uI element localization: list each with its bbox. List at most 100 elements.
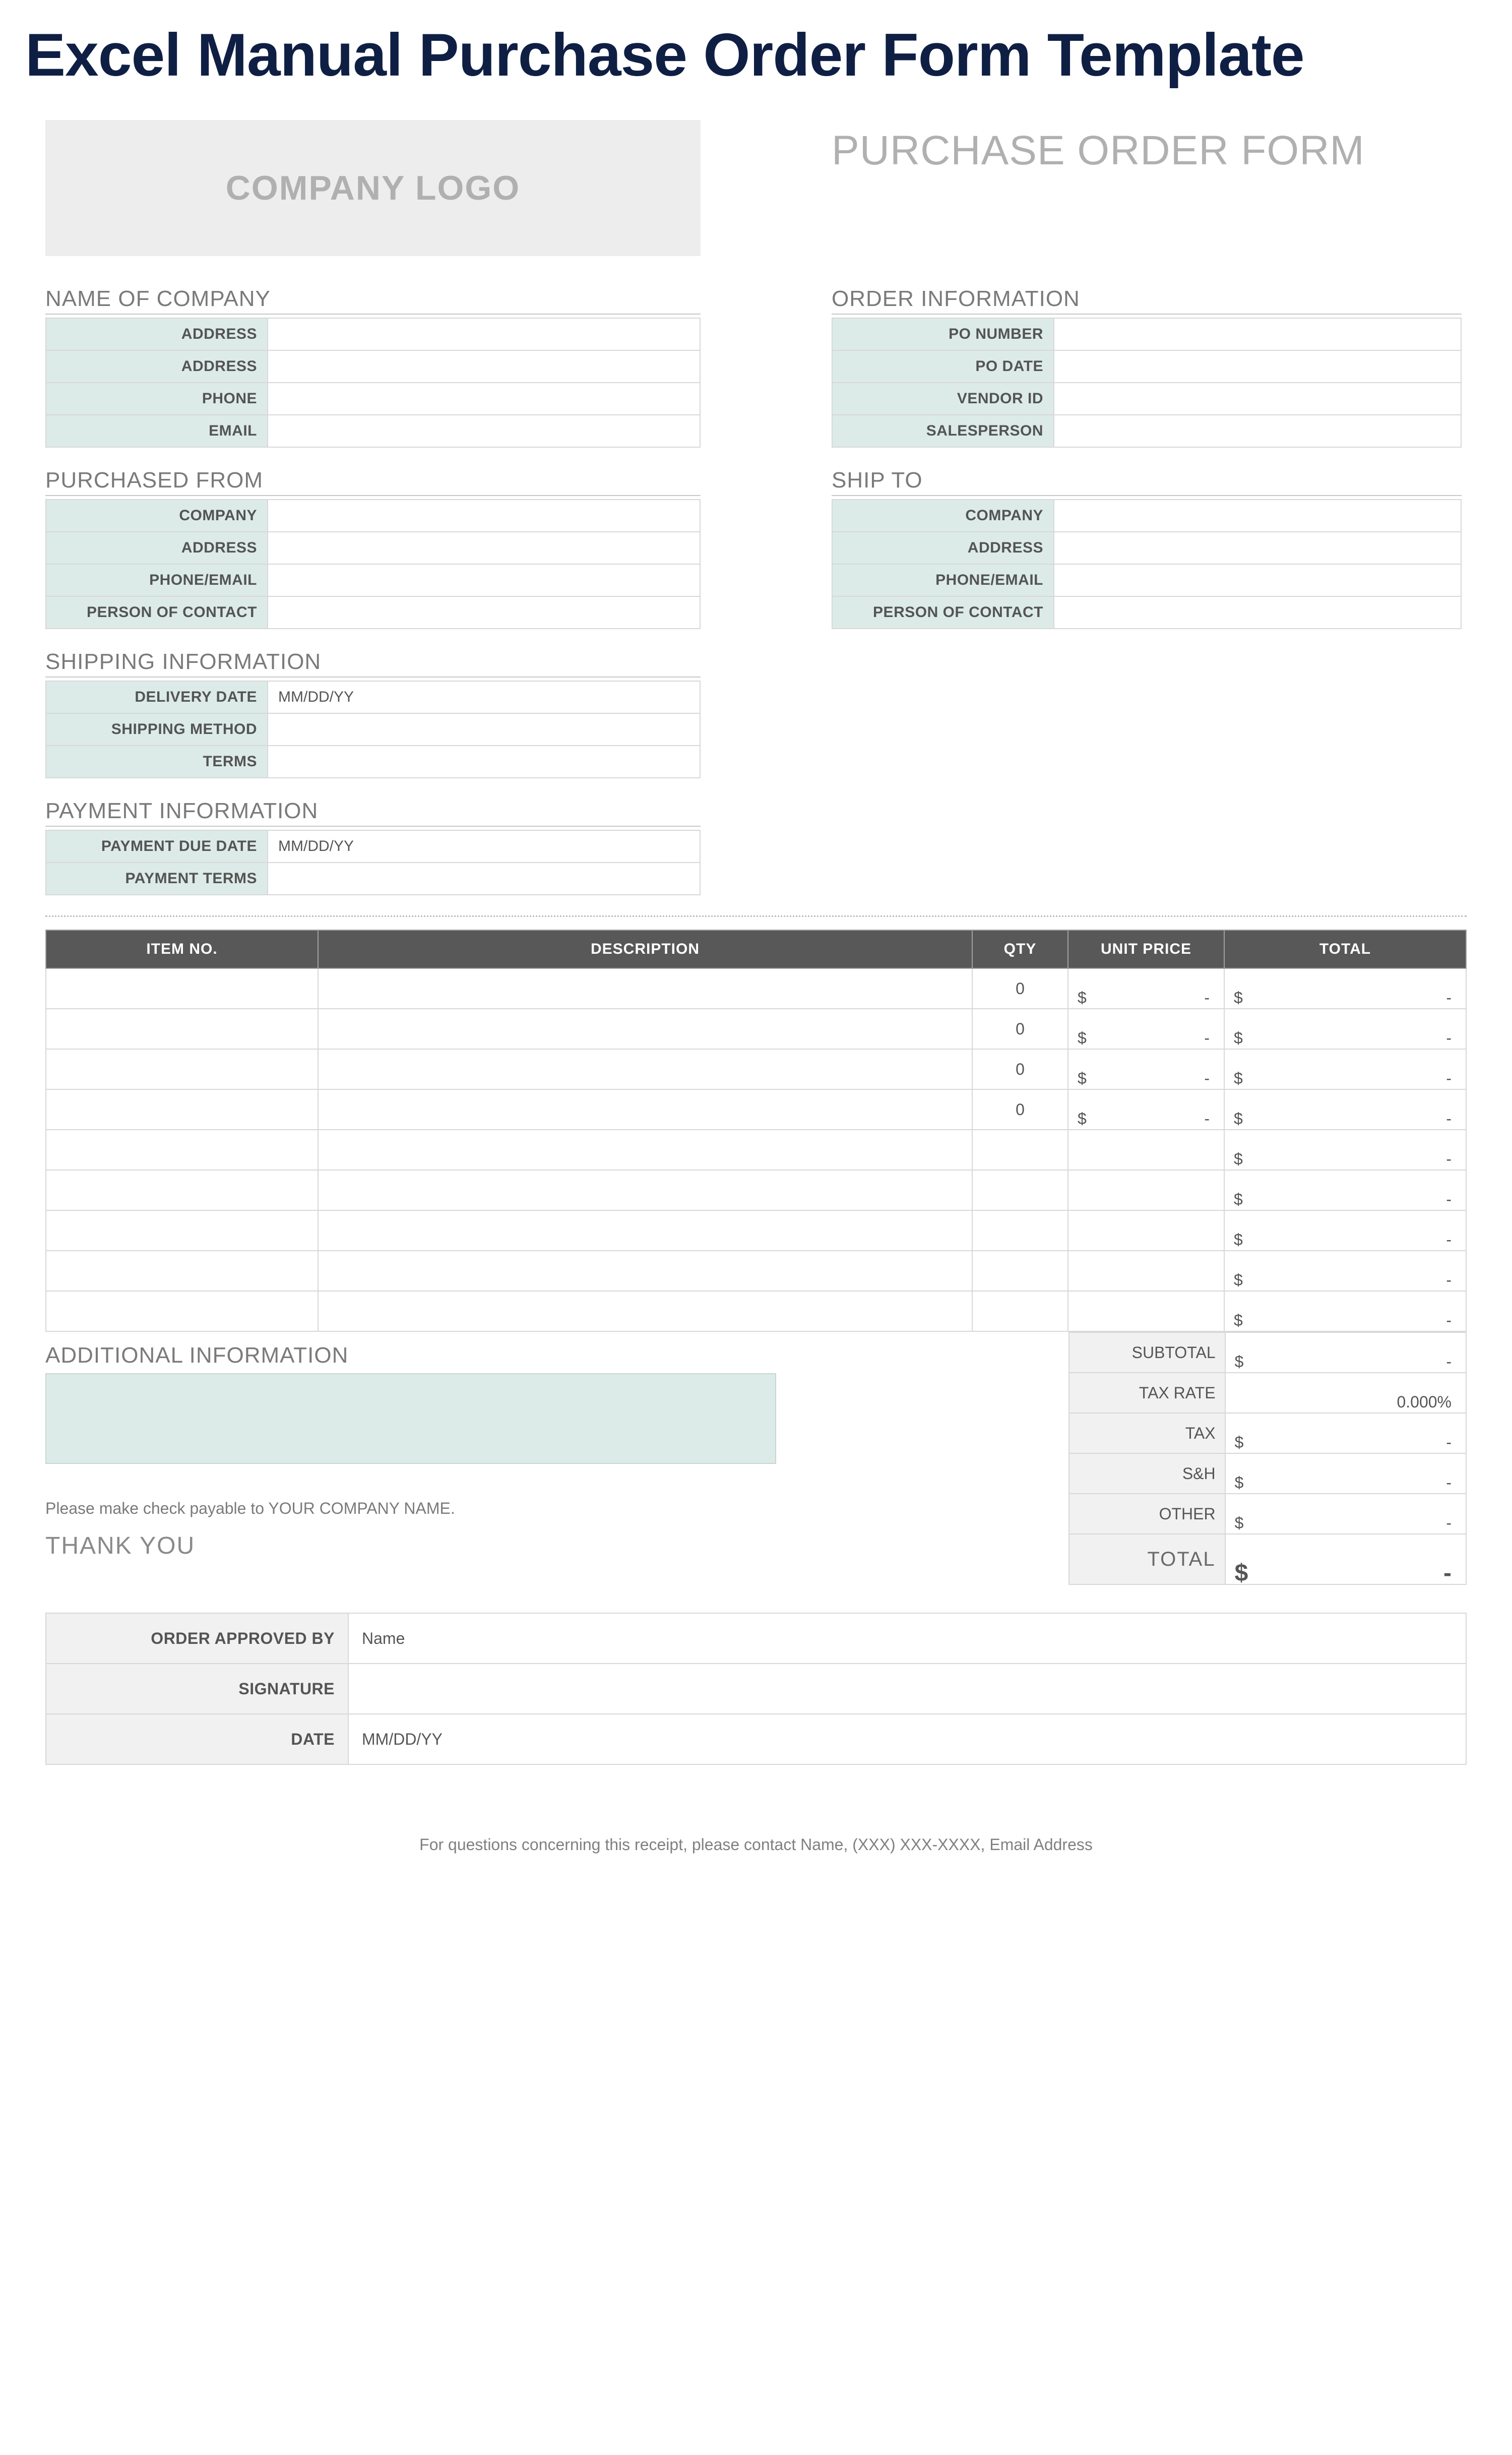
- item-desc-cell[interactable]: [318, 1130, 972, 1170]
- field-label: PAYMENT TERMS: [46, 863, 268, 895]
- items-header-total: TOTAL: [1224, 930, 1466, 968]
- order-info-table: PO NUMBER PO DATE VENDOR ID SALESPERSON: [832, 318, 1462, 448]
- item-desc-cell[interactable]: [318, 1210, 972, 1251]
- ship-to-block: SHIP TO COMPANY ADDRESS PHONE/EMAIL PERS…: [832, 468, 1462, 629]
- item-no-cell[interactable]: [46, 1251, 318, 1291]
- table-row: 0$-$-: [46, 1009, 1466, 1049]
- item-unit-cell[interactable]: [1068, 1291, 1224, 1331]
- item-unit-cell[interactable]: $-: [1068, 1049, 1224, 1089]
- totals-label: TOTAL: [1069, 1534, 1225, 1584]
- item-desc-cell[interactable]: [318, 1291, 972, 1331]
- item-desc-cell[interactable]: [318, 1251, 972, 1291]
- totals-value[interactable]: $-: [1225, 1494, 1466, 1534]
- item-desc-cell[interactable]: [318, 1089, 972, 1130]
- item-unit-cell[interactable]: $-: [1068, 1009, 1224, 1049]
- field-label: PERSON OF CONTACT: [46, 596, 268, 629]
- item-desc-cell[interactable]: [318, 1049, 972, 1089]
- items-table: ITEM NO. DESCRIPTION QTY UNIT PRICE TOTA…: [45, 930, 1467, 1332]
- item-qty-cell[interactable]: [972, 1130, 1068, 1170]
- field-value[interactable]: [1054, 532, 1461, 564]
- item-no-cell[interactable]: [46, 1291, 318, 1331]
- table-row: DATEMM/DD/YY: [46, 1714, 1466, 1764]
- totals-label: TAX RATE: [1069, 1373, 1225, 1413]
- field-value[interactable]: [1054, 564, 1461, 596]
- item-desc-cell[interactable]: [318, 1009, 972, 1049]
- field-value[interactable]: MM/DD/YY: [268, 681, 700, 713]
- field-value[interactable]: [268, 746, 700, 778]
- field-value[interactable]: [1054, 596, 1461, 629]
- items-header-desc: DESCRIPTION: [318, 930, 972, 968]
- field-value[interactable]: [1054, 500, 1461, 532]
- field-value[interactable]: [268, 415, 700, 447]
- table-row: COMPANY: [46, 500, 700, 532]
- item-unit-cell[interactable]: $-: [1068, 1089, 1224, 1130]
- item-total-cell: $-: [1224, 968, 1466, 1009]
- field-value[interactable]: [268, 713, 700, 746]
- table-row: TERMS: [46, 746, 700, 778]
- item-qty-cell[interactable]: 0: [972, 1009, 1068, 1049]
- field-value[interactable]: [1054, 350, 1461, 383]
- field-value[interactable]: [1054, 318, 1461, 350]
- field-value[interactable]: [268, 596, 700, 629]
- item-desc-cell[interactable]: [318, 968, 972, 1009]
- totals-value[interactable]: $-: [1225, 1453, 1466, 1494]
- item-no-cell[interactable]: [46, 1049, 318, 1089]
- page-title: Excel Manual Purchase Order Form Templat…: [25, 20, 1487, 90]
- item-total-cell: $-: [1224, 1291, 1466, 1331]
- field-value[interactable]: [268, 532, 700, 564]
- field-label: ADDRESS: [46, 318, 268, 350]
- item-total-cell: $-: [1224, 1049, 1466, 1089]
- field-label: PHONE/EMAIL: [832, 564, 1054, 596]
- footer-note: For questions concerning this receipt, p…: [45, 1835, 1467, 1854]
- item-no-cell[interactable]: [46, 1009, 318, 1049]
- item-unit-cell[interactable]: [1068, 1251, 1224, 1291]
- table-row: ORDER APPROVED BYName: [46, 1613, 1466, 1664]
- approval-label: SIGNATURE: [46, 1664, 348, 1714]
- payment-heading: PAYMENT INFORMATION: [45, 799, 701, 827]
- item-unit-cell[interactable]: [1068, 1130, 1224, 1170]
- additional-info-box[interactable]: [45, 1373, 776, 1464]
- table-row: PHONE/EMAIL: [832, 564, 1461, 596]
- item-total-cell: $-: [1224, 1251, 1466, 1291]
- field-value[interactable]: [268, 863, 700, 895]
- item-unit-cell[interactable]: [1068, 1170, 1224, 1210]
- item-no-cell[interactable]: [46, 968, 318, 1009]
- table-row: OTHER$-: [1069, 1494, 1466, 1534]
- approval-value[interactable]: MM/DD/YY: [348, 1714, 1466, 1764]
- item-no-cell[interactable]: [46, 1130, 318, 1170]
- item-unit-cell[interactable]: $-: [1068, 968, 1224, 1009]
- field-value[interactable]: [268, 350, 700, 383]
- approval-table: ORDER APPROVED BYName SIGNATURE DATEMM/D…: [45, 1613, 1467, 1765]
- item-qty-cell[interactable]: 0: [972, 968, 1068, 1009]
- item-qty-cell[interactable]: [972, 1210, 1068, 1251]
- table-row: TAX$-: [1069, 1413, 1466, 1453]
- field-value[interactable]: [268, 500, 700, 532]
- totals-value[interactable]: $-: [1225, 1413, 1466, 1453]
- totals-value[interactable]: 0.000%: [1225, 1373, 1466, 1413]
- item-no-cell[interactable]: [46, 1170, 318, 1210]
- item-qty-cell[interactable]: 0: [972, 1089, 1068, 1130]
- ship-to-heading: SHIP TO: [832, 468, 1462, 496]
- item-unit-cell[interactable]: [1068, 1210, 1224, 1251]
- field-value[interactable]: [1054, 415, 1461, 447]
- item-qty-cell[interactable]: [972, 1291, 1068, 1331]
- item-desc-cell[interactable]: [318, 1170, 972, 1210]
- field-label: SHIPPING METHOD: [46, 713, 268, 746]
- payment-block: PAYMENT INFORMATION PAYMENT DUE DATEMM/D…: [45, 799, 701, 895]
- field-value[interactable]: [268, 564, 700, 596]
- field-value[interactable]: [268, 318, 700, 350]
- item-no-cell[interactable]: [46, 1210, 318, 1251]
- field-value[interactable]: [1054, 383, 1461, 415]
- totals-table: SUBTOTAL$-TAX RATE0.000%TAX$-S&H$-OTHER$…: [1068, 1332, 1467, 1585]
- item-no-cell[interactable]: [46, 1089, 318, 1130]
- totals-value[interactable]: $-: [1225, 1332, 1466, 1373]
- table-row: PAYMENT DUE DATEMM/DD/YY: [46, 830, 700, 863]
- approval-value[interactable]: [348, 1664, 1466, 1714]
- item-qty-cell[interactable]: [972, 1170, 1068, 1210]
- table-row: SALESPERSON: [832, 415, 1461, 447]
- field-value[interactable]: MM/DD/YY: [268, 830, 700, 863]
- item-qty-cell[interactable]: 0: [972, 1049, 1068, 1089]
- field-value[interactable]: [268, 383, 700, 415]
- approval-value[interactable]: Name: [348, 1613, 1466, 1664]
- item-qty-cell[interactable]: [972, 1251, 1068, 1291]
